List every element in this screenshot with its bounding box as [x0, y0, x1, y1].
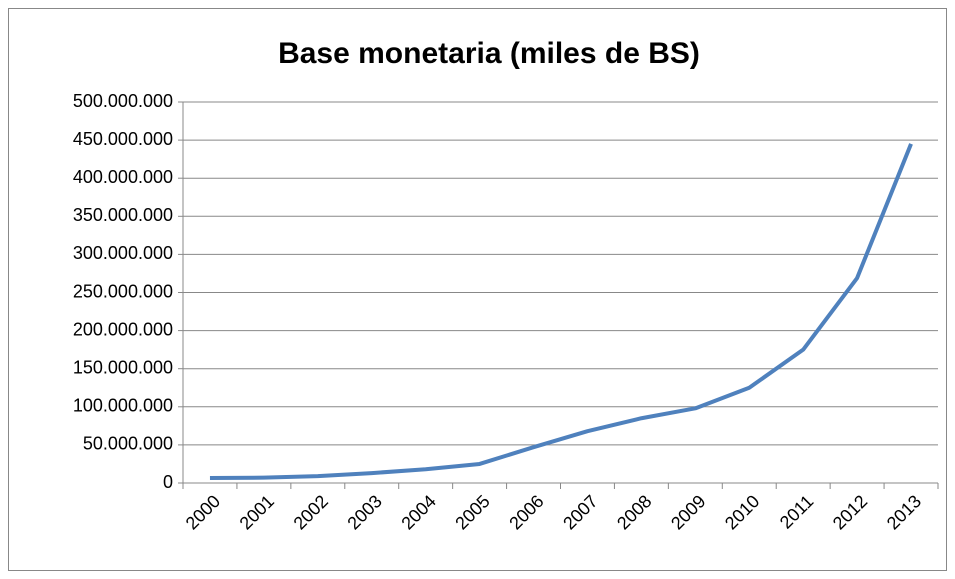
y-tick-label: 350.000.000 [73, 205, 173, 225]
y-tick-label: 150.000.000 [73, 357, 173, 377]
y-tick-label: 300.000.000 [73, 243, 173, 263]
y-tick-label: 200.000.000 [73, 319, 173, 339]
y-tick-label: 100.000.000 [73, 396, 173, 416]
y-tick-label: 450.000.000 [73, 129, 173, 149]
y-tick-label: 400.000.000 [73, 167, 173, 187]
y-tick-label: 500.000.000 [73, 91, 173, 111]
y-tick-label: 50.000.000 [83, 434, 173, 454]
line-series [209, 143, 913, 481]
chart-title: Base monetaria (miles de BS) [278, 37, 700, 70]
y-tick-label: 250.000.000 [73, 281, 173, 301]
y-tick-label: 0 [163, 472, 173, 492]
